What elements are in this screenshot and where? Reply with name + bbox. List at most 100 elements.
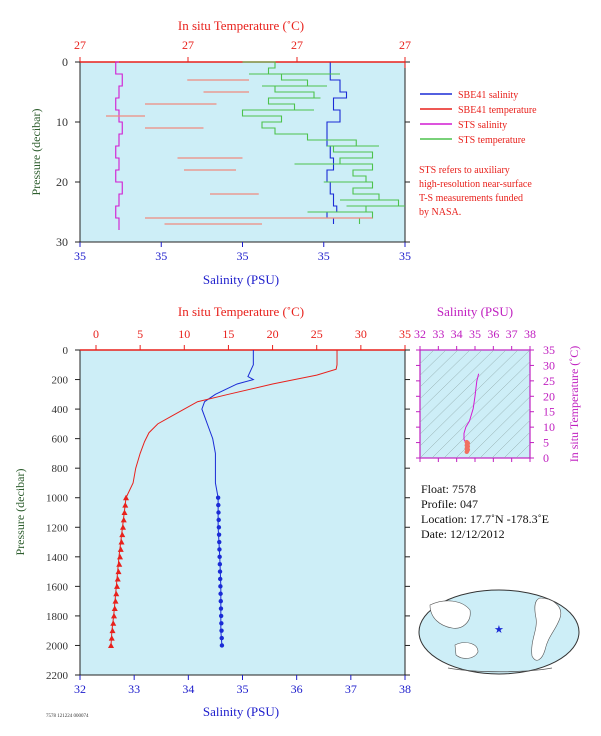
world-map: ★ [418, 589, 580, 675]
profile-temp-tick: 0 [93, 327, 99, 341]
profile-temperature-point [118, 539, 125, 545]
note-line-4: by NASA. [419, 207, 461, 218]
upper-xlabel: Salinity (PSU) [203, 272, 279, 287]
ts-density-contour [420, 350, 530, 458]
profile-temp-tick: 35 [399, 327, 411, 341]
float-id: Float: 7578 [421, 482, 476, 496]
ts-density-contour [431, 361, 530, 458]
profile-salinity-point [218, 584, 223, 589]
map-land-antarctica [447, 667, 553, 673]
ts-sal-tick: 33 [432, 327, 444, 341]
profile-salinity-point [215, 495, 221, 500]
profile-sal-tick: 38 [399, 682, 411, 696]
upper-series-line [326, 61, 348, 224]
ts-density-contour [515, 443, 530, 458]
profile-temperature-point [112, 598, 119, 604]
profile-temperature-point [108, 635, 115, 641]
profile-salinity-point [219, 635, 224, 641]
note-line-1: STS refers to auxiliary [419, 165, 510, 176]
profile-temperature-point [123, 494, 130, 501]
profile-sal-tick: 33 [128, 682, 140, 696]
ts-density-contour [527, 455, 530, 458]
ts-temp-tick: 20 [543, 389, 555, 403]
upper-pres-tick: 20 [56, 175, 68, 189]
profile-pres-tick: 600 [52, 434, 69, 446]
profile-temperature-point [114, 575, 121, 582]
upper-sal-tick: 35 [399, 249, 411, 263]
profile-pres-tick: 1400 [46, 552, 69, 564]
profile-temp-ticks: 0 5 10 15 20 25 30 35 [80, 327, 411, 351]
upper-sal-tick: 35 [155, 249, 167, 263]
profile-panel: In situ Temperature (˚C) 0 5 10 15 20 25 30 35 … [13, 304, 411, 719]
profile-xlabel: Salinity (PSU) [203, 704, 279, 719]
profile-temperature-point [109, 627, 116, 634]
ts-density-contour [420, 350, 483, 411]
profile-pres-tick: 1600 [46, 581, 69, 593]
upper-temp-tick: 27 [182, 38, 194, 52]
profile-sal-tick: 36 [291, 682, 303, 696]
profile-pres-tick: 1000 [46, 493, 69, 505]
ts-sal-tick: 37 [506, 327, 518, 341]
ts-temp-tick: 25 [543, 374, 555, 388]
profile-temperature-point [110, 620, 117, 626]
upper-sal-tick: 35 [318, 249, 330, 263]
ts-density-contour [503, 431, 530, 458]
profile-sal-tick: 32 [74, 682, 86, 696]
profile-pres-tick: 1800 [46, 611, 69, 623]
ts-temp-tick: 10 [543, 420, 555, 434]
profile-temperature-point [119, 531, 126, 538]
profile-salinity-point [217, 554, 222, 560]
ts-deep-point [464, 439, 469, 445]
profile-sal-tick: 35 [237, 682, 249, 696]
profile-temperature-point [115, 568, 122, 575]
profile-temp-tick: 15 [222, 327, 234, 341]
upper-sal-ticks: 35 35 35 35 35 [74, 242, 411, 263]
legend-label: STS salinity [458, 120, 507, 131]
upper-pres-tick: 0 [62, 55, 68, 69]
footer-code: 7578 121224 000074 [46, 714, 89, 719]
profile-temp-tick: 30 [355, 327, 367, 341]
ts-ylabel: In situ Temperature (˚C) [567, 346, 581, 463]
ts-density-contour [420, 350, 447, 376]
profile-pres-tick: 2000 [46, 640, 69, 652]
profile-sal-tick: 37 [345, 682, 357, 696]
profile-salinity-point [218, 598, 223, 604]
ts-density-contour [420, 350, 471, 400]
upper-temp-tick: 27 [291, 38, 303, 52]
ts-temp-tick: 5 [543, 436, 549, 450]
ts-density-contour [467, 396, 530, 458]
profile-number: Profile: 047 [421, 497, 478, 511]
date: Date: 12/12/2012 [421, 527, 505, 541]
ts-sal-tick: 32 [414, 327, 426, 341]
ts-sal-tick: 36 [487, 327, 499, 341]
upper-panel: In situ Temperature (˚C) 27 27 27 27 35 35 35… [29, 18, 411, 287]
profile-title: In situ Temperature (˚C) [178, 304, 304, 319]
profile-sal-tick: 34 [182, 682, 194, 696]
upper-series-line [115, 61, 123, 230]
profile-plot-area [79, 349, 406, 676]
profile-pres-tick: 800 [52, 463, 69, 475]
upper-temp-ticks: 27 27 27 27 [74, 38, 411, 63]
ts-density-contour [420, 350, 519, 447]
upper-temp-tick: 27 [74, 38, 86, 52]
profile-pres-tick: 2200 [46, 670, 69, 682]
location: Location: 17.7˚N -178.3˚E [421, 512, 549, 526]
legend-label: SBE41 temperature [458, 105, 537, 116]
profile-salinity-point [219, 621, 224, 626]
profile-salinity-point [218, 591, 223, 596]
profile-temperature-point [111, 612, 118, 619]
profile-temperature-point [120, 516, 127, 523]
profile-temperature-point [120, 524, 127, 530]
note-line-3: T-S measurements funded [419, 193, 523, 204]
profile-salinity-point [217, 562, 223, 567]
profile-salinity-point [218, 576, 223, 582]
profile-temperature-point [122, 502, 129, 508]
ts-temp-tick: 15 [543, 405, 555, 419]
upper-pres-ticks: 0 10 20 30 [56, 55, 410, 249]
ts-title: Salinity (PSU) [437, 304, 513, 319]
ts-series [463, 373, 480, 455]
profile-lines [108, 350, 338, 648]
profile-temperature-point [117, 553, 124, 560]
